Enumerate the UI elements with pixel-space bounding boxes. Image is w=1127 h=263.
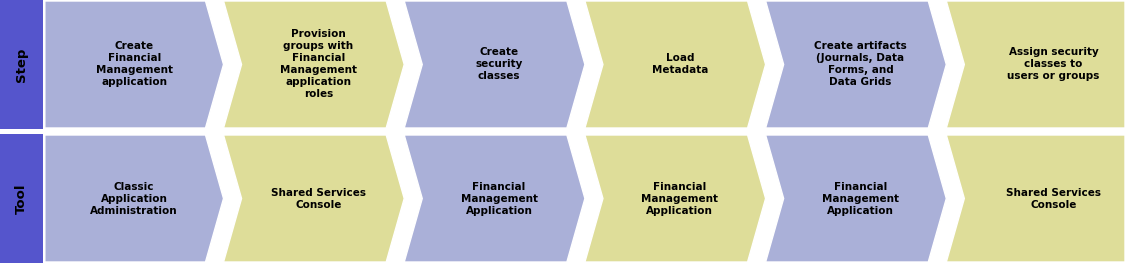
- Bar: [0, 134, 43, 263]
- Text: Shared Services
Console: Shared Services Console: [1006, 188, 1101, 210]
- Polygon shape: [405, 1, 585, 128]
- Text: Create artifacts
(Journals, Data
Forms, and
Data Grids: Create artifacts (Journals, Data Forms, …: [814, 42, 907, 88]
- Text: Tool: Tool: [15, 183, 28, 214]
- Polygon shape: [405, 135, 585, 262]
- Polygon shape: [585, 1, 765, 128]
- Text: Assign security
classes to
users or groups: Assign security classes to users or grou…: [1008, 48, 1100, 82]
- Polygon shape: [45, 1, 223, 128]
- Text: Financial
Management
Application: Financial Management Application: [461, 181, 538, 215]
- Text: Create
security
classes: Create security classes: [476, 48, 523, 82]
- Polygon shape: [947, 1, 1125, 128]
- Bar: [0, 129, 1127, 134]
- Polygon shape: [947, 135, 1125, 262]
- Polygon shape: [223, 1, 405, 128]
- Text: Provision
groups with
Financial
Management
application
roles: Provision groups with Financial Manageme…: [279, 29, 357, 99]
- Text: Classic
Application
Administration: Classic Application Administration: [90, 181, 178, 215]
- Text: Load
Metadata: Load Metadata: [651, 53, 708, 75]
- Text: Financial
Management
Application: Financial Management Application: [641, 181, 718, 215]
- Bar: [0, 0, 43, 129]
- Polygon shape: [585, 135, 765, 262]
- Text: Shared Services
Console: Shared Services Console: [270, 188, 366, 210]
- Polygon shape: [765, 1, 947, 128]
- Text: Step: Step: [15, 47, 28, 82]
- Polygon shape: [223, 135, 405, 262]
- Polygon shape: [45, 135, 223, 262]
- Text: Create
Financial
Management
application: Create Financial Management application: [96, 42, 172, 88]
- Text: Financial
Management
Application: Financial Management Application: [822, 181, 899, 215]
- Polygon shape: [765, 135, 947, 262]
